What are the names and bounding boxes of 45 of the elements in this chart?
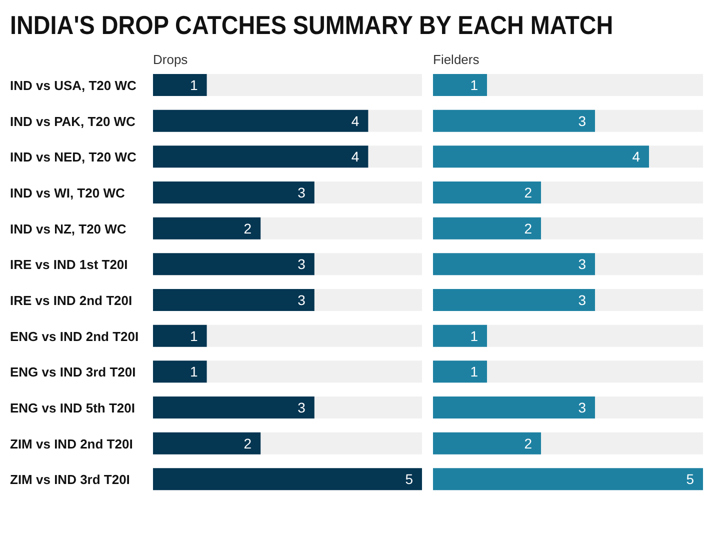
- data-label: 1: [190, 76, 198, 93]
- data-label: 2: [244, 220, 252, 236]
- y-tick-label: ENG vs IND 3rd T20I: [10, 364, 136, 380]
- data-label: 5: [405, 471, 414, 488]
- data-label: 5: [686, 471, 694, 488]
- data-label: 2: [524, 435, 532, 452]
- data-label: 3: [298, 256, 306, 272]
- data-label: 1: [470, 364, 478, 380]
- bar: [153, 324, 207, 347]
- x-axis-title: Fielders: [433, 52, 480, 68]
- data-label: 2: [244, 435, 252, 452]
- data-label: 1: [190, 364, 198, 380]
- chart-title: INDIA'S DROP CATCHES SUMMARY BY EACH MATCH: [10, 10, 614, 40]
- bar: [153, 74, 207, 96]
- data-label: 1: [470, 76, 478, 93]
- bar: [433, 324, 487, 347]
- data-label: 3: [578, 256, 586, 272]
- data-label: 4: [351, 148, 360, 165]
- y-tick-label: IRE vs IND 1st T20I: [10, 257, 128, 272]
- bar: [153, 360, 207, 383]
- data-label: 2: [524, 220, 532, 236]
- data-label: 2: [524, 184, 532, 200]
- data-label: 3: [578, 112, 586, 129]
- data-label: 4: [351, 112, 360, 129]
- y-tick-label: IND vs NED, T20 WC: [10, 150, 138, 165]
- y-tick-label: IRE vs IND 2nd T20I: [10, 292, 132, 308]
- y-tick-label: ENG vs IND 5th T20I: [10, 400, 135, 416]
- y-tick-label: ZIM vs IND 3rd T20I: [10, 472, 130, 488]
- data-label: 1: [190, 328, 198, 344]
- data-label: 3: [298, 292, 306, 308]
- data-label: 4: [632, 148, 640, 165]
- y-tick-label: IND vs PAK, T20 WC: [10, 114, 136, 129]
- y-tick-label: ENG vs IND 2nd T20I: [10, 328, 139, 344]
- y-tick-label: IND vs WI, T20 WC: [10, 185, 126, 200]
- y-tick-label: ZIM vs IND 2nd T20I: [10, 436, 133, 452]
- y-tick-label: IND vs USA, T20 WC: [10, 78, 138, 93]
- data-label: 3: [578, 399, 586, 416]
- data-label: 3: [298, 399, 306, 416]
- bar: [433, 74, 487, 96]
- y-tick-label: IND vs NZ, T20 WC: [10, 221, 127, 236]
- data-label: 3: [298, 184, 306, 200]
- data-label: 1: [470, 328, 478, 344]
- x-axis-title: Drops: [153, 52, 188, 68]
- data-label: 3: [578, 292, 586, 308]
- bar: [433, 360, 487, 383]
